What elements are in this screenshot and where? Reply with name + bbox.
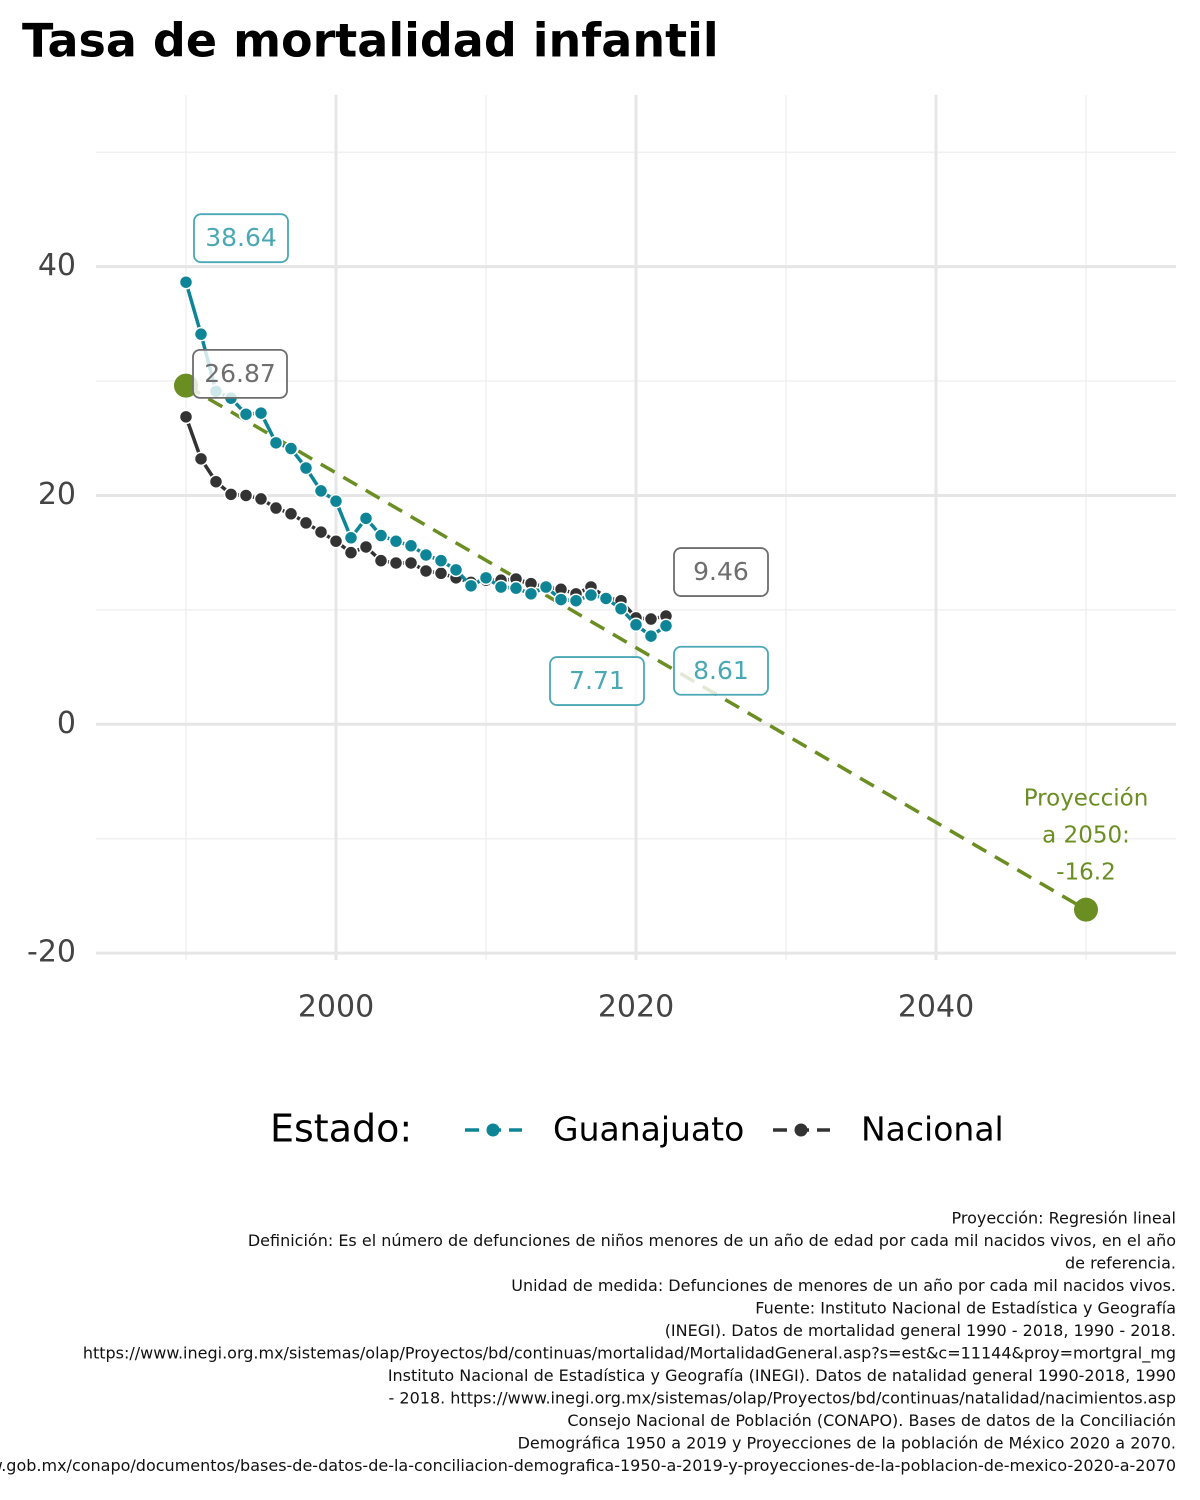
legend-key-point <box>486 1123 500 1137</box>
data-point <box>208 474 224 489</box>
value-label: 26.87 <box>204 359 276 388</box>
caption-line: https://www.gob.mx/conapo/documentos/bas… <box>0 1456 1176 1475</box>
caption-line: - 2018. https://www.inegi.org.mx/sistema… <box>389 1389 1176 1408</box>
data-point <box>238 488 254 503</box>
value-label: 8.61 <box>693 656 749 685</box>
data-point <box>448 562 464 578</box>
data-point <box>223 487 239 502</box>
data-point <box>328 533 344 549</box>
data-point <box>343 545 359 560</box>
projection-line <box>185 384 1087 912</box>
y-tick-label: 0 <box>57 706 76 741</box>
y-tick-label: -20 <box>27 935 76 970</box>
projection-point <box>174 373 198 398</box>
caption-line: Proyección: Regresión lineal <box>951 1209 1176 1228</box>
data-point <box>313 524 329 540</box>
data-point <box>283 506 299 522</box>
data-point <box>553 592 569 607</box>
data-point <box>418 547 434 563</box>
caption-line: https://www.inegi.org.mx/sistemas/olap/P… <box>83 1344 1176 1364</box>
chart-title: Tasa de mortalidad infantil <box>22 14 719 68</box>
caption-line: de referencia. <box>1065 1254 1176 1273</box>
legend-label: Guanajuato <box>553 1110 744 1149</box>
data-point <box>598 591 614 606</box>
caption-line: (INEGI). Datos de mortalidad general 199… <box>665 1321 1176 1340</box>
data-point <box>643 628 659 644</box>
data-point <box>463 578 479 594</box>
label-box <box>673 547 769 597</box>
caption-line: Unidad de medida: Defunciones de menores… <box>511 1276 1176 1295</box>
data-point <box>298 515 314 531</box>
caption-line: Fuente: Instituto Nacional de Estadístic… <box>755 1299 1176 1318</box>
data-point <box>493 579 509 595</box>
data-point <box>193 326 209 342</box>
data-point <box>313 483 329 499</box>
data-point <box>358 539 374 555</box>
data-point <box>613 601 629 616</box>
data-point <box>358 511 374 526</box>
projection-label: Proyección <box>1024 786 1149 812</box>
caption-line: Definición: Es el número de defunciones … <box>248 1231 1176 1250</box>
legend-label: Nacional <box>861 1110 1004 1149</box>
data-point <box>658 618 674 634</box>
data-point <box>193 451 209 467</box>
data-point <box>253 405 269 421</box>
data-point <box>568 593 584 608</box>
label-box <box>193 213 289 264</box>
data-point <box>298 460 314 476</box>
data-point <box>523 586 539 602</box>
value-label: 9.46 <box>693 557 749 586</box>
data-point <box>538 579 554 595</box>
data-point <box>283 441 299 456</box>
data-point <box>418 563 434 579</box>
projection-value-label: -16.2 <box>1056 860 1116 886</box>
data-point <box>388 555 404 571</box>
data-point <box>628 617 644 633</box>
data-point <box>508 580 524 596</box>
data-point <box>373 553 389 568</box>
value-label: 38.64 <box>205 223 277 252</box>
data-point <box>478 570 494 586</box>
legend-key-point <box>794 1123 808 1137</box>
data-point <box>388 533 404 549</box>
data-point <box>268 500 284 516</box>
data-point <box>178 274 194 290</box>
data-point <box>328 493 344 509</box>
caption-line: Demográfica 1950 a 2019 y Proyecciones d… <box>518 1434 1176 1453</box>
data-point <box>238 406 254 422</box>
data-point <box>253 491 269 507</box>
data-point <box>403 538 419 554</box>
caption-line: Instituto Nacional de Estadística y Geog… <box>388 1366 1176 1385</box>
y-tick-label: 20 <box>38 477 76 512</box>
data-point <box>343 530 359 546</box>
projection-label: a 2050: <box>1042 823 1130 849</box>
data-point <box>433 566 449 581</box>
data-point <box>403 555 419 571</box>
label-box <box>549 656 645 706</box>
data-point <box>643 611 659 627</box>
data-point <box>373 528 389 543</box>
label-box <box>673 645 769 696</box>
x-tick-label: 2040 <box>898 990 974 1025</box>
y-tick-label: 40 <box>38 248 76 283</box>
data-point <box>583 587 599 603</box>
legend-title: Estado: <box>270 1107 412 1151</box>
value-label: 7.71 <box>569 666 625 695</box>
x-tick-label: 2020 <box>598 990 674 1025</box>
data-point <box>178 409 194 425</box>
x-tick-label: 2000 <box>298 990 374 1025</box>
data-point <box>268 435 284 451</box>
caption-line: Consejo Nacional de Población (CONAPO). … <box>567 1411 1176 1430</box>
projection-point <box>1074 897 1098 922</box>
label-box <box>192 348 288 399</box>
data-point <box>433 553 449 568</box>
